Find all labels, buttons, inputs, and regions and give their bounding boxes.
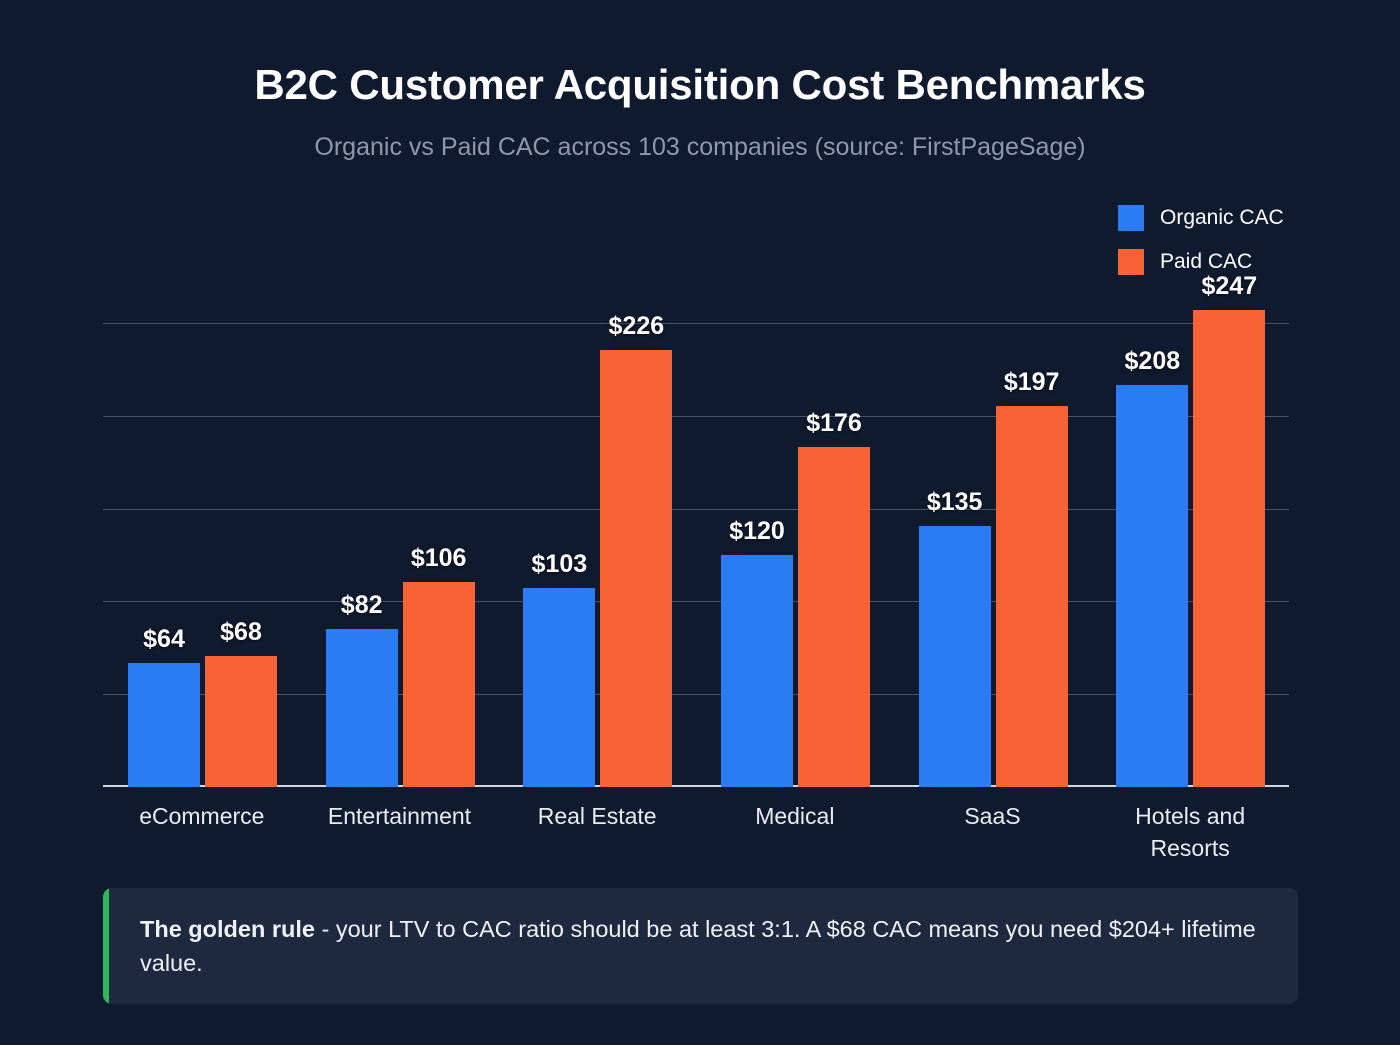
gridline bbox=[103, 415, 1289, 417]
bar-group: $103 $226 bbox=[498, 300, 696, 787]
bar-paid[interactable]: $176 bbox=[798, 409, 870, 787]
footnote-accent-bar bbox=[103, 888, 109, 1004]
footnote-lead: The golden rule bbox=[140, 916, 315, 942]
bar-organic[interactable]: $103 bbox=[523, 550, 596, 787]
bar-value-label: $176 bbox=[806, 408, 862, 437]
bar-paid[interactable]: $68 bbox=[205, 618, 277, 787]
x-tick-line: Resorts bbox=[1150, 835, 1230, 861]
x-tick-line: Medical bbox=[755, 803, 835, 829]
bar-organic[interactable]: $120 bbox=[721, 517, 793, 787]
bar-organic[interactable]: $64 bbox=[128, 625, 200, 787]
x-tick-line: Entertainment bbox=[327, 803, 472, 829]
plot-area: $64 $68 $82 $106 $103 $226 $120 $176 $135 $197 $20… bbox=[103, 272, 1289, 787]
bar-paid[interactable]: $106 bbox=[402, 544, 475, 787]
gridline bbox=[103, 601, 1289, 603]
bar-organic[interactable]: $82 bbox=[325, 591, 398, 787]
bar-value-label: $135 bbox=[926, 488, 983, 517]
bar-group: $82 $106 bbox=[301, 300, 499, 787]
x-tick-line: Hotels and bbox=[1135, 803, 1246, 829]
legend-swatch-organic-cac bbox=[1118, 205, 1144, 231]
bar-value-label: $247 bbox=[1201, 271, 1258, 300]
bar-value-label: $208 bbox=[1124, 347, 1181, 376]
footnote-text: The golden rule - your LTV to CAC ratio … bbox=[140, 912, 1265, 980]
bar-value-label: $226 bbox=[608, 312, 665, 341]
x-tick-line: Real Estate bbox=[537, 803, 657, 829]
x-tick-line: eCommerce bbox=[139, 803, 265, 829]
bar-organic[interactable]: $208 bbox=[1116, 347, 1189, 787]
x-tick-label: Medical bbox=[696, 800, 894, 832]
x-tick-line: SaaS bbox=[964, 803, 1021, 829]
chart-legend: Organic CAC Paid CAC bbox=[1118, 203, 1318, 291]
x-tick-label: Real Estate bbox=[498, 800, 696, 832]
gridline bbox=[103, 694, 1289, 696]
page-title: B2C Customer Acquisition Cost Benchmarks bbox=[254, 61, 1146, 108]
bar-value-label: $106 bbox=[410, 544, 467, 573]
bar-group: $120 $176 bbox=[696, 300, 894, 787]
x-tick-label: eCommerce bbox=[103, 800, 301, 832]
bar-paid[interactable]: $197 bbox=[995, 368, 1068, 787]
bar-value-label: $82 bbox=[340, 590, 383, 619]
bar-group: $135 $197 bbox=[894, 300, 1092, 787]
x-tick-label: Hotels and Resorts bbox=[1091, 800, 1289, 864]
bar-value-label: $120 bbox=[729, 517, 785, 546]
legend-swatch-paid-cac bbox=[1118, 249, 1144, 275]
x-axis-line bbox=[103, 785, 1289, 787]
gridline bbox=[103, 323, 1289, 325]
bar-group: $208 $247 bbox=[1091, 272, 1289, 787]
bar-organic[interactable]: $135 bbox=[918, 488, 991, 787]
bar-value-label: $68 bbox=[220, 617, 262, 646]
bar-groups: $64 $68 $82 $106 $103 $226 $120 $176 $135 $197 $20… bbox=[103, 272, 1289, 787]
bar-paid[interactable]: $226 bbox=[600, 312, 673, 787]
gridline bbox=[103, 508, 1289, 510]
bar-value-label: $197 bbox=[1003, 368, 1060, 397]
footnote-rest: - your LTV to CAC ratio should be at lea… bbox=[140, 916, 1256, 976]
legend-label-paid-cac: Paid CAC bbox=[1160, 250, 1253, 273]
x-tick-label: SaaS bbox=[894, 800, 1092, 832]
x-tick-label: Entertainment bbox=[301, 800, 499, 832]
legend-label-organic-cac: Organic CAC bbox=[1160, 206, 1284, 229]
chart-subtitle: Organic vs Paid CAC across 103 companies… bbox=[314, 133, 1086, 161]
footnote-callout: The golden rule - your LTV to CAC ratio … bbox=[103, 888, 1298, 1004]
bar-paid[interactable]: $247 bbox=[1193, 272, 1266, 787]
bar-group: $64 $68 bbox=[103, 300, 301, 787]
bar-value-label: $103 bbox=[531, 549, 588, 578]
bar-value-label: $64 bbox=[143, 625, 185, 654]
legend-item-paid-cac[interactable]: Paid CAC bbox=[1118, 247, 1318, 277]
x-axis-tick-labels: eCommerce Entertainment Real Estate Medical… bbox=[103, 800, 1289, 870]
legend-item-organic-cac[interactable]: Organic CAC bbox=[1118, 203, 1318, 233]
